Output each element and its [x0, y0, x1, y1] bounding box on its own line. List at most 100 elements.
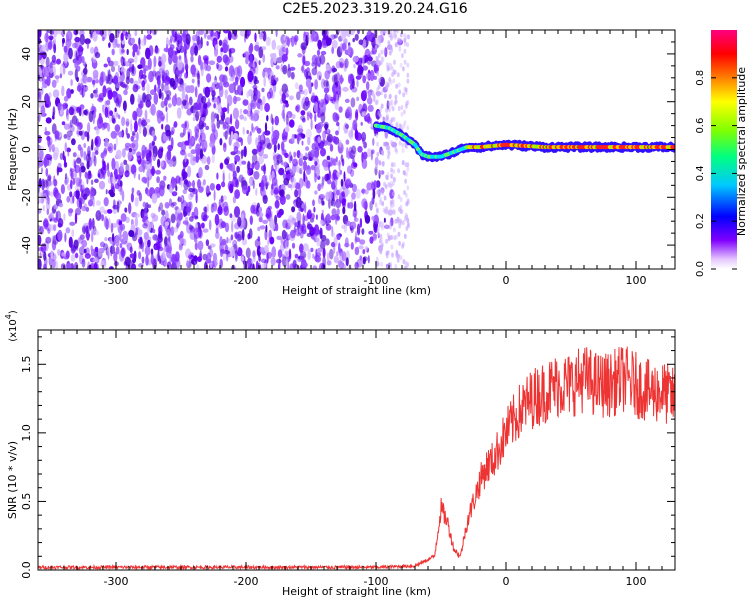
noise-blob	[323, 79, 330, 88]
noise-blob	[104, 137, 109, 148]
noise-blob	[245, 56, 249, 65]
noise-blob	[94, 150, 99, 155]
noise-blob	[45, 167, 49, 177]
noise-blob	[376, 231, 380, 237]
noise-blob	[361, 111, 365, 118]
noise-blob	[131, 63, 135, 75]
noise-blob	[390, 99, 394, 105]
noise-blob	[374, 45, 378, 50]
noise-blob	[307, 223, 313, 230]
noise-blob	[138, 173, 141, 181]
colorbar-tick-label: 0.6	[695, 118, 706, 134]
noise-blob	[98, 180, 106, 190]
noise-blob	[379, 113, 382, 119]
noise-blob	[68, 106, 75, 116]
noise-blob	[331, 208, 337, 217]
noise-blob	[381, 201, 385, 207]
noise-blob	[150, 248, 154, 256]
noise-blob	[341, 43, 346, 51]
noise-blob	[52, 106, 56, 117]
noise-blob	[184, 63, 189, 72]
noise-blob	[91, 79, 96, 85]
colorbar: 0.0 0.2 0.4 0.6 0.8 Normalized spectral ampli…	[695, 30, 748, 277]
noise-blob	[103, 197, 109, 207]
noise-blob	[138, 44, 141, 50]
noise-blob	[193, 45, 199, 56]
noise-blob	[245, 247, 251, 259]
noise-blob	[136, 107, 143, 118]
noise-blob	[209, 243, 216, 248]
noise-blob	[250, 204, 256, 214]
noise-blob	[306, 180, 311, 189]
noise-blob	[72, 152, 77, 158]
noise-blob	[45, 32, 49, 41]
x-tick-label: -200	[234, 575, 259, 588]
noise-blob	[233, 206, 241, 218]
noise-blob	[270, 189, 274, 196]
noise-blob	[168, 103, 172, 108]
noise-blob	[91, 57, 94, 63]
noise-blob	[224, 66, 229, 72]
noise-blob	[404, 265, 408, 269]
noise-blob	[119, 186, 123, 196]
noise-blob	[83, 203, 88, 209]
noise-blob	[103, 243, 109, 251]
noise-blob	[395, 42, 399, 48]
noise-blob	[334, 100, 339, 111]
noise-blob	[375, 60, 379, 66]
noise-blob	[99, 76, 104, 87]
noise-blob	[169, 44, 175, 50]
noise-blob	[182, 32, 187, 43]
noise-blob	[166, 248, 172, 259]
noise-blob	[320, 183, 323, 187]
noise-blob	[373, 225, 378, 233]
noise-blob	[101, 214, 104, 222]
noise-blob	[239, 76, 246, 88]
noise-blob	[376, 57, 379, 63]
noise-blob	[275, 258, 282, 264]
noise-blob	[75, 189, 80, 200]
noise-blob	[253, 114, 258, 122]
noise-blob	[107, 170, 110, 178]
noise-blob	[310, 30, 315, 42]
noise-blob	[156, 241, 161, 251]
noise-blob	[215, 231, 220, 240]
noise-blob	[222, 39, 228, 48]
noise-blob	[38, 44, 42, 49]
noise-blob	[249, 263, 254, 269]
noise-blob	[83, 142, 87, 149]
noise-blob	[336, 251, 339, 257]
noise-blob	[238, 174, 244, 183]
noise-blob	[222, 248, 225, 255]
noise-blob	[388, 93, 392, 99]
noise-blob	[393, 59, 396, 65]
noise-blob	[396, 72, 400, 78]
noise-blob	[144, 109, 148, 121]
noise-blob	[379, 107, 383, 112]
noise-blob	[156, 176, 161, 184]
noise-blob	[45, 153, 51, 159]
noise-blob	[306, 164, 310, 171]
noise-blob	[235, 252, 238, 260]
noise-blob	[356, 96, 360, 102]
noise-blob	[379, 148, 382, 154]
noise-blob	[150, 253, 154, 265]
noise-blob	[317, 136, 322, 144]
noise-blob	[350, 225, 354, 234]
noise-blob	[273, 143, 277, 153]
noise-blob	[306, 111, 312, 117]
noise-blob	[395, 253, 399, 259]
noise-blob	[137, 64, 143, 69]
noise-blob	[63, 123, 71, 130]
noise-blob	[405, 225, 409, 231]
noise-blob	[340, 77, 344, 82]
noise-blob	[38, 99, 45, 110]
noise-blob	[152, 228, 156, 234]
noise-blob	[242, 185, 248, 195]
noise-blob	[249, 215, 253, 225]
noise-blob	[199, 148, 204, 160]
noise-blob	[390, 118, 394, 123]
noise-blob	[279, 243, 285, 252]
noise-blob	[54, 130, 60, 140]
colorbar-label: Normalized spectral amplitude	[735, 67, 748, 236]
